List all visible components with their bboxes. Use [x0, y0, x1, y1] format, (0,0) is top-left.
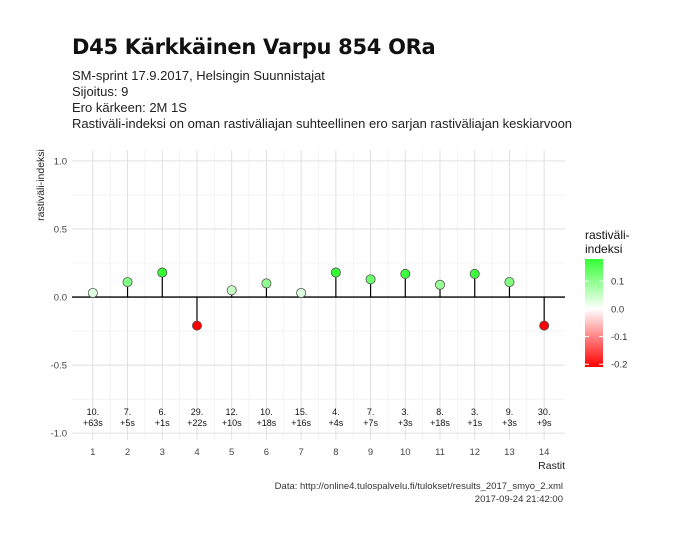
- legend-title: rastiväli-: [585, 228, 630, 242]
- data-point: [87, 287, 98, 298]
- y-tick-label: -1.0: [51, 429, 67, 440]
- subtitle-line: Rastiväli-indeksi on oman rastiväliajan …: [72, 116, 573, 131]
- x-tick-label: 14: [539, 447, 550, 458]
- y-tick-label: 0.0: [54, 293, 67, 304]
- data-point: [330, 267, 341, 278]
- y-axis-label: rastiväli-indeksi: [35, 149, 47, 221]
- timestamp: 2017-09-24 21:42:00: [474, 494, 563, 505]
- y-tick-label: -0.5: [51, 361, 67, 372]
- legend-tick-label: -0.1: [611, 332, 627, 343]
- x-tick-label: 8: [333, 447, 338, 458]
- data-point: [261, 278, 272, 289]
- annotation-rank: 9.: [506, 407, 514, 417]
- y-tick-label: 0.5: [54, 224, 67, 235]
- annotation-diff: +22s: [187, 418, 207, 428]
- annotation-diff: +1s: [467, 418, 482, 428]
- data-point: [122, 277, 133, 288]
- annotation-diff: +18s: [257, 418, 277, 428]
- annotation-diff: +10s: [222, 418, 242, 428]
- data-point: [157, 267, 168, 278]
- data-point: [365, 274, 376, 285]
- annotation-rank: 7.: [124, 407, 132, 417]
- annotation-diff: +3s: [398, 418, 413, 428]
- data-point: [296, 287, 307, 298]
- x-tick-label: 1: [90, 447, 95, 458]
- legend-tick-label: -0.2: [611, 360, 627, 371]
- x-tick-label: 3: [160, 447, 165, 458]
- x-tick-label: 5: [229, 447, 234, 458]
- legend-tick-label: 0.1: [611, 277, 624, 288]
- chart-title: D45 Kärkkäinen Varpu 854 ORa: [72, 35, 436, 59]
- subtitle-line: Sijoitus: 9: [72, 84, 129, 99]
- data-point: [539, 320, 550, 331]
- annotation-diff: +63s: [83, 418, 103, 428]
- annotation-rank: 6.: [159, 407, 167, 417]
- x-tick-label: 11: [435, 447, 445, 458]
- annotation-diff: +5s: [120, 418, 135, 428]
- data-point: [469, 268, 480, 279]
- x-tick-label: 12: [469, 447, 480, 458]
- annotation-diff: +3s: [502, 418, 517, 428]
- data-source: Data: http://online4.tulospalvelu.fi/tul…: [274, 481, 563, 492]
- x-axis-label: Rastit: [538, 460, 565, 472]
- x-tick-label: 4: [194, 447, 199, 458]
- annotation-rank: 15.: [295, 407, 308, 417]
- data-point: [400, 268, 411, 279]
- annotation-diff: +4s: [328, 418, 343, 428]
- subtitle-line: SM-sprint 17.9.2017, Helsingin Suunnista…: [72, 68, 325, 83]
- annotation-rank: 10.: [87, 407, 100, 417]
- annotation-rank: 3.: [471, 407, 479, 417]
- annotation-rank: 30.: [538, 407, 551, 417]
- annotation-rank: 7.: [367, 407, 375, 417]
- x-tick-label: 7: [298, 447, 303, 458]
- data-point: [191, 320, 202, 331]
- data-point: [435, 279, 446, 290]
- annotation-rank: 3.: [402, 407, 410, 417]
- x-tick-label: 9: [368, 447, 373, 458]
- x-tick-label: 6: [264, 447, 269, 458]
- data-point: [504, 277, 515, 288]
- annotation-rank: 29.: [191, 407, 204, 417]
- annotation-rank: 8.: [436, 407, 444, 417]
- data-point: [226, 285, 237, 296]
- legend-tick-label: 0.0: [611, 304, 624, 315]
- legend-colorbar: [585, 259, 603, 367]
- y-tick-label: 1.0: [54, 156, 67, 167]
- x-tick-label: 13: [504, 447, 515, 458]
- annotation-diff: +18s: [430, 418, 450, 428]
- annotation-rank: 12.: [225, 407, 238, 417]
- x-tick-label: 2: [125, 447, 130, 458]
- annotation-rank: 4.: [332, 407, 340, 417]
- x-tick-label: 10: [400, 447, 411, 458]
- legend-title: indeksi: [585, 242, 622, 256]
- annotation-rank: 10.: [260, 407, 273, 417]
- subtitle-line: Ero kärkeen: 2M 1S: [72, 100, 187, 115]
- annotation-diff: +7s: [363, 418, 378, 428]
- annotation-diff: +16s: [291, 418, 311, 428]
- annotation-diff: +1s: [155, 418, 170, 428]
- annotation-diff: +9s: [537, 418, 552, 428]
